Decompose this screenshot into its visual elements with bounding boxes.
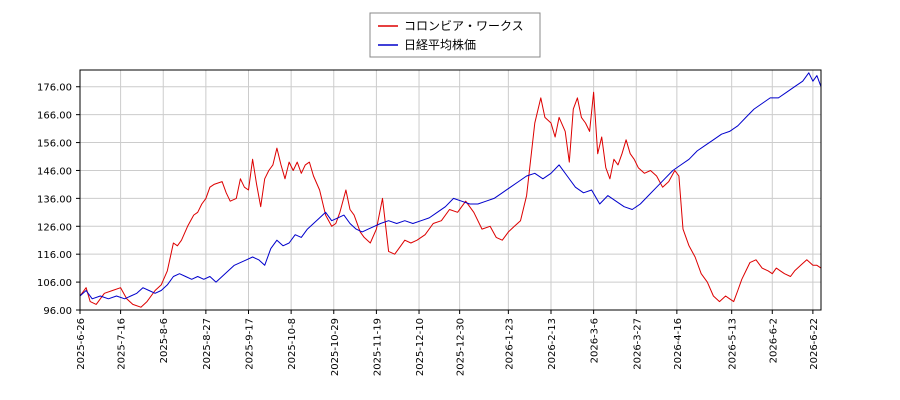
x-tick-label: 2025-10-29 [330,318,341,376]
y-tick-label: 136.00 [37,194,72,205]
y-tick-label: 156.00 [37,139,72,150]
x-tick-label: 2025-8-6 [159,318,170,363]
x-tick-label: 2026-3-6 [590,318,601,363]
legend-label-series-2: 日経平均株価 [404,37,476,52]
series-line-2 [79,72,822,300]
legend: コロンビア・ワークス 日経平均株価 [369,12,541,58]
x-tick-label: 2025-6-26 [76,318,87,370]
legend-box [369,12,541,58]
series-layer [79,72,822,308]
y-tick-label: 106.00 [37,278,72,289]
x-tick-label: 2026-1-23 [504,318,515,370]
legend-label-series-1: コロンビア・ワークス [404,19,524,33]
y-tick-label: 146.00 [37,166,72,177]
series-line-1 [79,91,822,308]
x-tick-label: 2025-10-8 [287,318,298,370]
x-tick-label: 2025-12-10 [415,318,426,376]
x-axis-ticks: 2025-6-26 2025-7-16 2025-8-6 2025-8-27 2025-… [76,310,820,376]
y-tick-label: 166.00 [37,111,72,122]
x-tick-label: 2026-5-13 [728,318,739,370]
y-tick-label: 176.00 [37,83,72,94]
x-tick-label: 2025-11-19 [372,318,383,376]
x-tick-label: 2026-3-27 [632,318,643,370]
x-tick-label: 2025-12-30 [456,318,467,376]
x-tick-label: 2025-7-16 [117,318,128,370]
x-tick-label: 2026-2-13 [547,318,558,370]
x-tick-label: 2026-4-16 [673,318,684,370]
x-tick-label: 2025-8-27 [202,318,213,370]
plot-frame [79,69,822,311]
y-tick-label: 116.00 [37,250,72,261]
x-tick-label: 2026-6-22 [809,318,820,370]
x-tick-label: 2026-6-2 [768,318,779,363]
y-tick-label: 96.00 [43,306,72,317]
y-tick-label: 126.00 [37,222,72,233]
x-tick-label: 2025-9-17 [245,318,256,370]
y-axis-ticks: 96.00 106.00 116.00 126.00 136.00 146.00 156.0… [37,83,80,317]
